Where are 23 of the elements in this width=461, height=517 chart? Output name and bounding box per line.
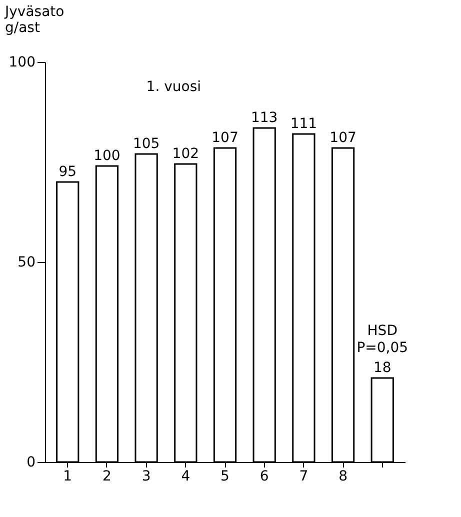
annotation: 102 [172, 146, 200, 162]
x-tick-label: 1 [63, 468, 72, 484]
y-tick-label: 100 [8, 54, 36, 70]
x-tick-label: 3 [142, 468, 151, 484]
annotation: 100 [94, 148, 120, 164]
x-tick-label: 4 [181, 468, 190, 484]
x-tick-label: 5 [220, 468, 230, 484]
y-tick-label: 0 [26, 454, 36, 470]
annotation: 107 [330, 130, 356, 146]
x-tick-label: 8 [338, 468, 348, 484]
annotation: 18 [373, 360, 392, 376]
annotation: 111 [290, 116, 318, 132]
x-tick-label: 2 [102, 468, 112, 484]
annotation: 1. vuosi [146, 79, 202, 95]
annotation: 113 [250, 110, 278, 126]
annotation: HSD P=0,05 [356, 323, 408, 356]
x-tick-label: 6 [260, 468, 269, 484]
annotation: 105 [132, 136, 160, 152]
y-axis-title: Jyväsato g/ast [4, 4, 64, 36]
annotation: 95 [58, 164, 77, 180]
y-tick-label: 50 [18, 254, 36, 270]
x-tick-label: 7 [299, 468, 308, 484]
annotation: 107 [212, 130, 238, 146]
